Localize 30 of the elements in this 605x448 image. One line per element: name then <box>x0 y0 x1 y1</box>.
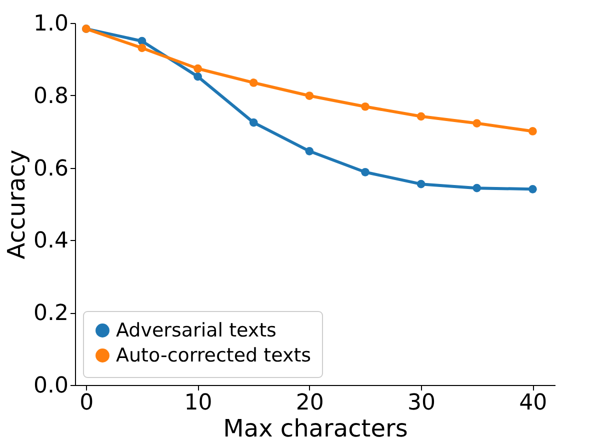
y-tick-label: 0.2 <box>34 301 68 326</box>
point <box>528 127 537 136</box>
point <box>138 44 146 52</box>
point <box>472 184 482 192</box>
point <box>472 119 482 128</box>
y-tick-label: 0.4 <box>34 228 68 254</box>
point <box>361 168 370 176</box>
point <box>361 102 370 111</box>
point <box>416 112 426 121</box>
x-tick-label: 10 <box>184 390 212 416</box>
x-tick-label: 40 <box>519 390 548 416</box>
point <box>249 78 258 87</box>
y-tick-label: 0.0 <box>34 374 68 398</box>
point <box>305 92 314 100</box>
legend-label: Auto-corrected texts <box>116 344 312 366</box>
legend-label: Adversarial texts <box>116 320 276 342</box>
point <box>249 118 258 127</box>
point <box>528 184 537 194</box>
y-tick-label: 0.8 <box>34 84 68 109</box>
x-tick-label: 0 <box>80 390 94 416</box>
x-tick-label: 30 <box>408 390 436 416</box>
y-tick-label: 0.6 <box>34 156 68 182</box>
y-axis-title: Accuracy <box>2 150 31 260</box>
point <box>305 146 314 156</box>
point <box>416 180 426 188</box>
x-tick-label: 20 <box>296 390 324 416</box>
point <box>194 64 202 73</box>
x-axis-title: Max characters <box>223 414 408 442</box>
point <box>194 72 202 81</box>
y-tick-label: 1.0 <box>34 12 68 36</box>
